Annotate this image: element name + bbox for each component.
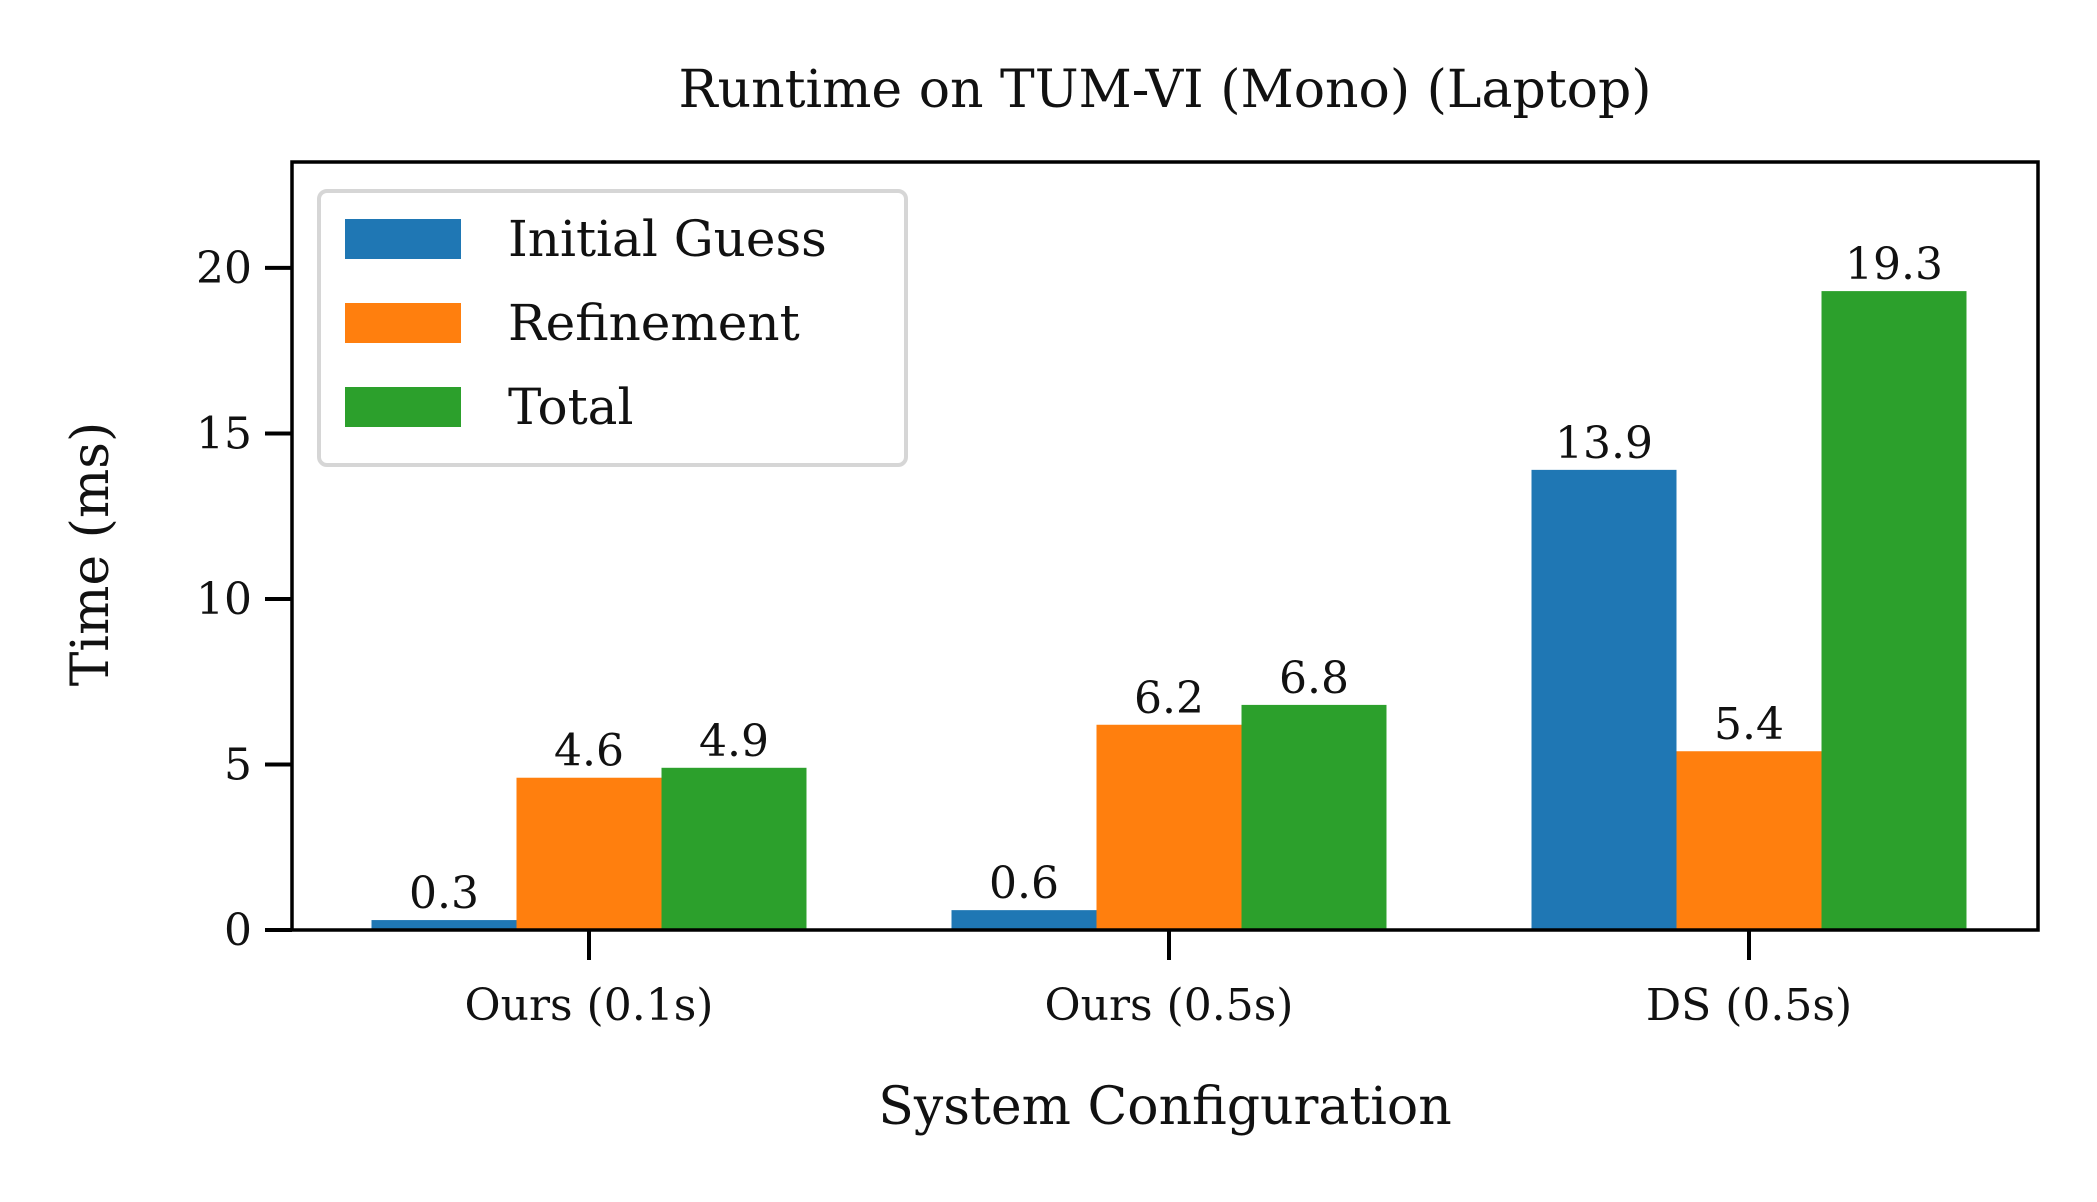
bar-total-ours-0-5s (1241, 704, 1387, 930)
x-tick-label-ours-0-5s: Ours (0.5s) (1045, 980, 1294, 1031)
data-label-initial-guess-ours-0-5s: 0.6 (989, 858, 1059, 909)
chart-title: Runtime on TUM-VI (Mono) (Laptop) (678, 60, 1651, 120)
data-labels-layer: 0.3 4.6 4.9 0.6 6.2 6.8 13.9 5.4 19.3 (409, 239, 1943, 919)
data-label-initial-guess-ours-0-1s: 0.3 (409, 868, 479, 919)
data-label-initial-guess-ds-0-5s: 13.9 (1555, 418, 1653, 469)
data-label-refinement-ours-0-5s: 6.2 (1134, 673, 1204, 724)
legend-swatch-initial-guess (345, 219, 461, 259)
bar-refinement-ds-0-5s (1676, 751, 1822, 930)
bar-refinement-ours-0-5s (1096, 724, 1242, 930)
bar-initial-guess-ours-0-5s (951, 910, 1097, 930)
data-label-refinement-ds-0-5s: 5.4 (1714, 699, 1784, 750)
y-tick-label-15: 15 (196, 408, 252, 459)
legend-label-initial-guess: Initial Guess (508, 210, 827, 268)
ticks-layer: Ours (0.1s) Ours (0.5s) DS (0.5s) 0 5 10 15 20 (196, 243, 1852, 1031)
bar-initial-guess-ours-0-1s (371, 920, 517, 930)
x-tick-label-ours-0-1s: Ours (0.1s) (465, 980, 714, 1031)
legend-swatch-refinement (345, 303, 461, 343)
data-label-total-ours-0-5s: 6.8 (1279, 653, 1349, 704)
x-tick-label-ds-0-5s: DS (0.5s) (1646, 980, 1852, 1031)
bars-layer (371, 291, 1967, 930)
data-label-refinement-ours-0-1s: 4.6 (554, 726, 624, 777)
legend-label-refinement: Refinement (508, 294, 800, 352)
bar-total-ds-0-5s (1821, 291, 1967, 930)
y-tick-label-5: 5 (224, 739, 252, 790)
data-label-total-ours-0-1s: 4.9 (699, 716, 769, 767)
bar-initial-guess-ds-0-5s (1531, 469, 1677, 930)
legend-box (317, 189, 908, 467)
plot-frame (290, 160, 2040, 932)
bar-refinement-ours-0-1s (516, 777, 662, 930)
y-axis-label: Time (ms) (61, 422, 121, 687)
x-axis-label: System Configuration (878, 1077, 1451, 1137)
bar-total-ours-0-1s (661, 767, 807, 930)
y-tick-label-20: 20 (196, 243, 252, 294)
legend: Initial Guess Refinement Total (317, 189, 908, 467)
legend-swatch-total (345, 387, 461, 427)
legend-label-total: Total (508, 378, 633, 436)
data-label-total-ds-0-5s: 19.3 (1845, 239, 1943, 290)
y-tick-label-10: 10 (196, 574, 252, 625)
y-tick-label-0: 0 (224, 905, 252, 956)
